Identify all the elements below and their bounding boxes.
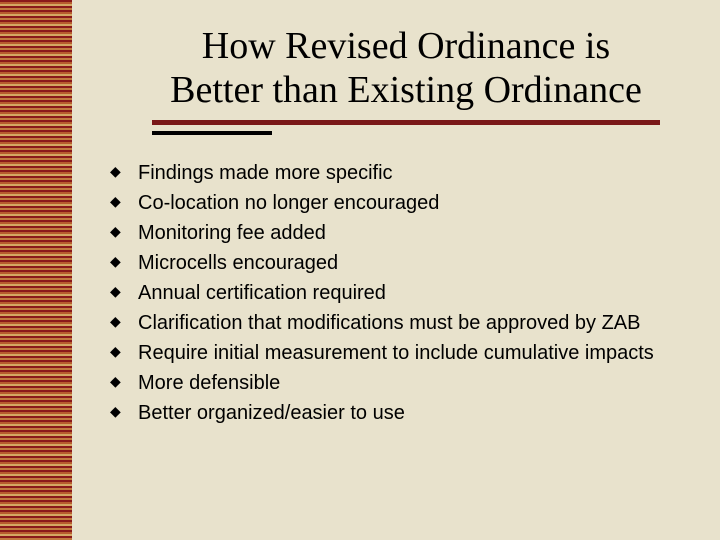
- list-item: Clarification that modifications must be…: [110, 310, 670, 337]
- list-item: Require initial measurement to include c…: [110, 340, 670, 367]
- underline-secondary: [152, 131, 272, 135]
- slide-title: How Revised Ordinance is Better than Exi…: [92, 20, 680, 120]
- list-item: Findings made more specific: [110, 160, 670, 187]
- title-underline: [92, 120, 680, 135]
- list-item: Annual certification required: [110, 280, 670, 307]
- list-item: More defensible: [110, 370, 670, 397]
- slide-content: How Revised Ordinance is Better than Exi…: [72, 0, 720, 540]
- underline-primary: [152, 120, 660, 125]
- list-item: Microcells encouraged: [110, 250, 670, 277]
- decorative-stripes: [0, 0, 72, 540]
- bullet-list: Findings made more specific Co-location …: [92, 160, 680, 427]
- list-item: Monitoring fee added: [110, 220, 670, 247]
- list-item: Better organized/easier to use: [110, 400, 670, 427]
- list-item: Co-location no longer encouraged: [110, 190, 670, 217]
